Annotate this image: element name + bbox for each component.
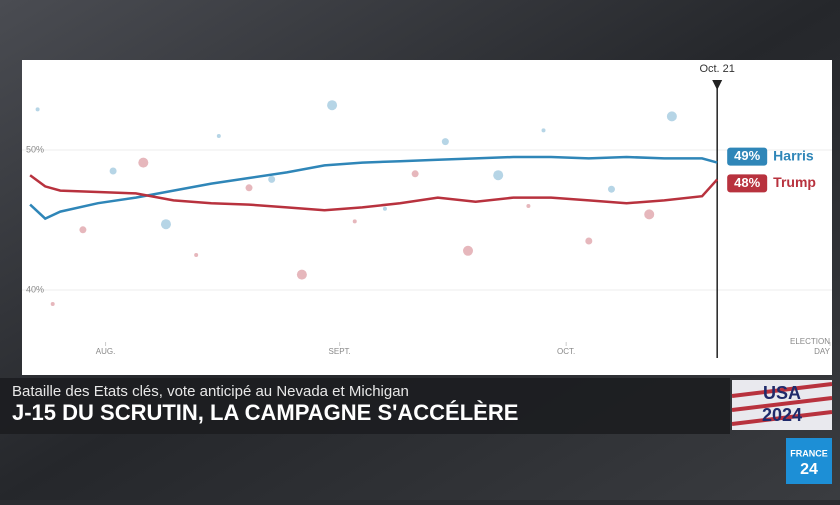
poll-dot — [411, 170, 419, 178]
poll-dot — [245, 184, 253, 192]
poll-dot — [441, 138, 449, 146]
logo-year: 2024 — [762, 405, 802, 425]
banner-subtitle: Bataille des Etats clés, vote anticipé a… — [12, 383, 409, 400]
chart: 40% 50% AUG. SEPT. OCT. ELECTION DAY Oct. 21 49%… — [22, 63, 832, 358]
poll-dot — [194, 253, 199, 257]
x-tick-label: ELECTION DAY — [790, 337, 831, 356]
poll-dot — [138, 157, 149, 168]
end-label: 49% — [734, 148, 760, 163]
poll-dot — [463, 245, 474, 256]
poll-dot — [79, 226, 87, 234]
poll-dot — [216, 134, 221, 138]
poll-dot — [493, 170, 504, 181]
poll-dot — [268, 175, 276, 183]
poll-dot — [585, 237, 593, 245]
poll-dot — [382, 206, 387, 211]
x-tick-label: AUG. — [96, 347, 116, 356]
end-label-box — [727, 174, 768, 193]
series-line — [29, 174, 719, 212]
channel-name: FRANCE — [790, 448, 828, 458]
poll-dot — [109, 167, 117, 175]
poll-dot — [541, 128, 546, 133]
channel-logo — [786, 438, 832, 484]
series-line — [29, 155, 718, 221]
date-marker-arrow — [712, 80, 723, 90]
channel-number: 24 — [800, 461, 818, 478]
chart-panel — [22, 60, 832, 375]
legend-entry: Harris — [773, 147, 814, 163]
poll-dot — [607, 185, 615, 193]
poll-dot — [666, 111, 677, 122]
poll-dot — [35, 107, 40, 112]
logo-stripes — [731, 382, 833, 426]
poll-dot — [526, 204, 531, 208]
x-tick-label: OCT. — [557, 347, 575, 356]
y-tick-label: 40% — [26, 284, 44, 294]
legend-entry: Trump — [773, 174, 816, 190]
poll-dot — [352, 219, 357, 224]
banner-headline: J-15 DU SCRUTIN, LA CAMPAGNE S'ACCÉLÈRE — [12, 400, 518, 425]
logo-text: USA — [763, 383, 801, 403]
poll-dot — [296, 269, 307, 280]
end-label-box — [727, 147, 768, 166]
end-label: 48% — [734, 175, 760, 190]
x-tick-label: SEPT. — [329, 347, 351, 356]
poll-dot — [327, 100, 338, 111]
poll-dot — [50, 302, 55, 306]
date-marker-label: Oct. 21 — [699, 63, 734, 75]
poll-dot — [160, 219, 171, 230]
y-tick-label: 50% — [26, 144, 44, 154]
lower-third — [0, 378, 730, 434]
poll-dot — [644, 209, 655, 220]
